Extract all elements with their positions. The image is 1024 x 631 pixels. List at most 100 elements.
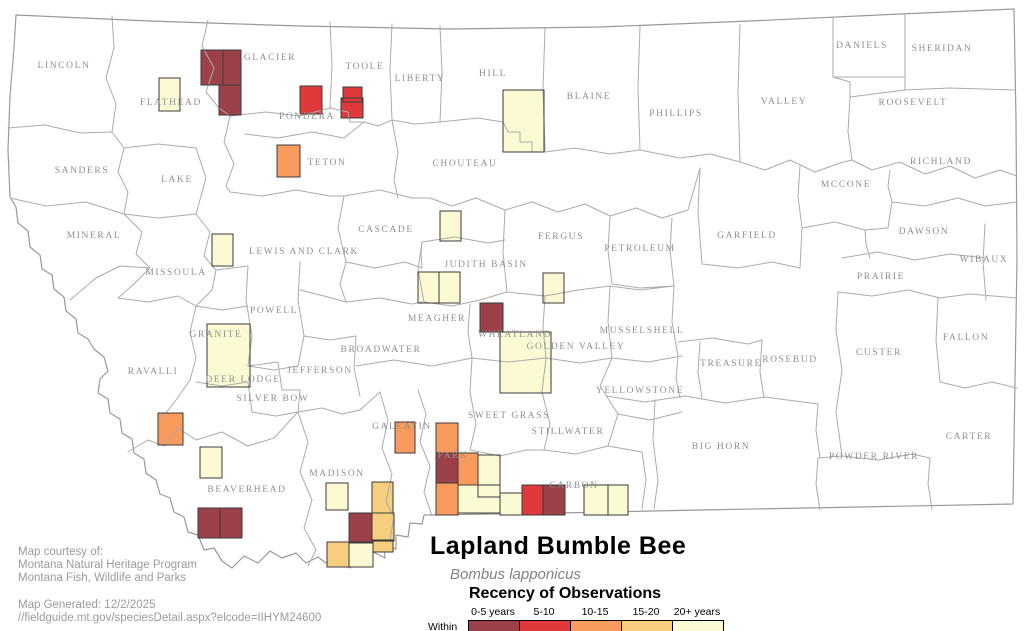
observation-square: [212, 234, 233, 266]
county-label: HILL: [479, 69, 507, 79]
observation-square: [458, 453, 478, 485]
observation-square: [207, 324, 250, 387]
species-scientific-name: Bombus lapponicus: [450, 566, 581, 583]
observation-square-outline: [438, 271, 461, 304]
observation-square: [458, 485, 500, 513]
observation-square-outline: [340, 97, 364, 119]
county-label: POWELL: [250, 306, 298, 316]
observation-square-outline: [299, 85, 323, 115]
county-label: DEER LODGE: [205, 375, 280, 385]
species-title-block: Lapland Bumble Bee Bombus lapponicus: [430, 532, 686, 583]
observation-square-outline: [157, 412, 184, 446]
county-label: LAKE: [161, 175, 193, 185]
county-boundaries: [7, 14, 1018, 567]
observation-square: [277, 145, 300, 177]
observation-square-outline: [211, 233, 234, 267]
county-label: YELLOWSTONE: [596, 386, 684, 396]
county-label: BLAINE: [567, 92, 611, 102]
observation-square-outline: [502, 89, 545, 153]
observation-square-outline: [206, 323, 251, 388]
county-label: PARK: [438, 451, 469, 461]
observation-square: [522, 485, 543, 515]
observation-square: [584, 485, 608, 515]
county-label: CHOUTEAU: [432, 159, 497, 169]
observation-square: [341, 98, 363, 118]
observation-square: [436, 483, 458, 515]
county-label: TETON: [308, 158, 347, 168]
county-label: POWDER RIVER: [829, 452, 919, 462]
county-label: BIG HORN: [692, 442, 750, 452]
county-label: ROOSEVELT: [879, 98, 948, 108]
county-label: MADISON: [309, 469, 365, 479]
county-label: LEWIS AND CLARK: [249, 247, 359, 257]
observation-square-outline: [158, 77, 181, 112]
credits-org-1: Montana Natural Heritage Program: [18, 559, 197, 571]
observation-square-outline: [499, 331, 552, 394]
observation-square: [220, 508, 242, 538]
county-label: JUDITH BASIN: [444, 260, 527, 270]
observation-square: [198, 508, 220, 538]
county-label: PRAIRIE: [857, 272, 905, 282]
legend-color-swatch: [622, 621, 673, 631]
legend-row-label: Within: [428, 621, 458, 631]
county-label: TOOLE: [346, 62, 385, 72]
county-label: JEFFERSON: [287, 366, 353, 376]
county-label: FERGUS: [538, 232, 584, 242]
county-label: MCCONE: [821, 180, 871, 190]
legend-color-bar: [468, 620, 724, 631]
observation-square: [300, 86, 322, 114]
map-credits: Map courtesy of: Montana Natural Heritag…: [18, 546, 197, 585]
observation-square-outline: [439, 210, 462, 242]
observation-square: [500, 332, 551, 393]
legend-color-swatch: [520, 621, 571, 631]
county-label: SANDERS: [55, 166, 110, 176]
county-label: DANIELS: [836, 41, 888, 51]
observation-square-outline: [542, 484, 566, 516]
county-label: LINCOLN: [38, 61, 91, 71]
legend-color-swatch: [469, 621, 520, 631]
county-labels-layer: LINCOLN FLATHEAD GLACIER TOOLE LIBERTY HILL BL…: [38, 41, 1009, 495]
county-label: MINERAL: [67, 231, 121, 241]
observation-square: [219, 85, 241, 115]
county-label: GRANITE: [190, 330, 243, 340]
observation-square: [503, 90, 544, 152]
legend-color-row: Within: [422, 620, 742, 631]
legend-color-swatch: [571, 621, 622, 631]
legend-class-label: 15-20: [632, 606, 660, 618]
observation-square: [223, 50, 241, 85]
county-label: RAVALLI: [128, 367, 178, 377]
observation-square: [418, 272, 439, 303]
observation-square: [327, 542, 349, 567]
observation-square: [349, 513, 372, 542]
county-label: CUSTER: [856, 348, 902, 358]
observation-square-outline: [479, 302, 504, 333]
observation-square: [543, 273, 564, 303]
observation-square: [436, 423, 458, 453]
observation-square-outline: [219, 507, 243, 539]
county-label: CARBON: [549, 481, 598, 491]
county-label: WIBAUX: [960, 255, 1009, 265]
observation-square-outline: [348, 542, 374, 568]
county-label: MUSSELSHELL: [600, 326, 685, 336]
observation-square-outline: [199, 446, 223, 479]
legend-color-swatch: [673, 621, 723, 631]
observation-square-outline: [372, 539, 394, 553]
county-label: MISSOULA: [145, 268, 206, 278]
county-label: GLACIER: [244, 53, 296, 63]
county-label: GARFIELD: [717, 231, 777, 241]
map-source-url: //fieldguide.mt.gov/speciesDetail.aspx?e…: [18, 612, 322, 624]
observation-square: [608, 485, 628, 515]
observation-square-outline: [477, 454, 501, 498]
observation-square-outline: [371, 512, 395, 542]
county-label: SHERIDAN: [912, 44, 973, 54]
county-label: PONDERA: [279, 112, 335, 122]
observation-square: [326, 483, 348, 510]
observation-square: [500, 493, 522, 515]
county-label: SWEET GRASS: [468, 411, 550, 421]
county-label: LIBERTY: [395, 74, 446, 84]
species-common-name: Lapland Bumble Bee: [430, 532, 687, 560]
credits-org-2: Montana Fish, Wildlife and Parks: [18, 572, 187, 584]
county-label: PHILLIPS: [649, 109, 702, 119]
county-label: CARTER: [946, 432, 993, 442]
